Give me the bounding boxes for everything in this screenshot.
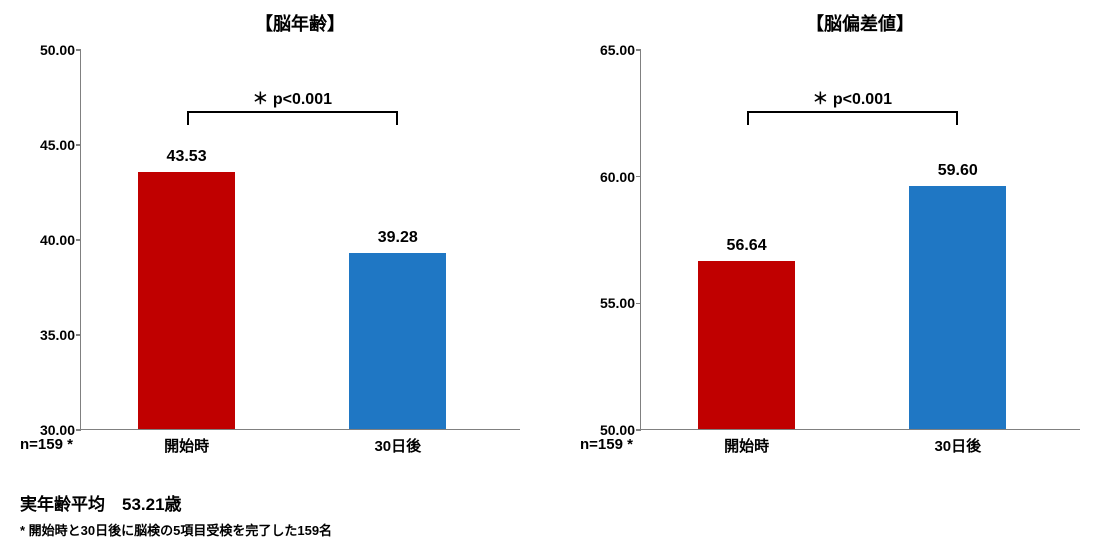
y-tick-mark [76, 49, 81, 51]
chart-title: 【脳偏差値】 [640, 10, 1080, 36]
bar: 39.28 [349, 253, 446, 429]
x-category-label: 開始時 [724, 429, 769, 456]
bar: 56.64 [698, 261, 795, 429]
y-tick-mark [76, 334, 81, 336]
footer-average-age: 実年齢平均 53.21歳 [20, 490, 182, 515]
y-tick-mark [76, 144, 81, 146]
bar-value-label: 59.60 [938, 162, 978, 186]
significance-bracket [187, 111, 398, 125]
y-tick-label: 60.00 [600, 169, 641, 185]
n-label: n=159 * [20, 436, 73, 453]
x-category-label: 開始時 [164, 429, 209, 456]
footer-note: * 開始時と30日後に脳検の5項目受検を完了した159名 [20, 520, 332, 539]
y-tick-mark [76, 429, 81, 431]
y-tick-mark [636, 303, 641, 305]
bar-value-label: 39.28 [378, 229, 418, 253]
y-tick-mark [636, 429, 641, 431]
significance-label: ＊ p<0.001 [252, 85, 332, 109]
x-category-label: 30日後 [374, 429, 421, 456]
y-tick-label: 40.00 [40, 232, 81, 248]
y-tick-label: 65.00 [600, 42, 641, 58]
bar-value-label: 56.64 [727, 237, 767, 261]
y-tick-label: 35.00 [40, 327, 81, 343]
bar: 59.60 [909, 186, 1006, 429]
bar: 43.53 [138, 172, 235, 429]
significance-label: ＊ p<0.001 [812, 85, 892, 109]
x-category-label: 30日後 [934, 429, 981, 456]
chart-title: 【脳年齢】 [80, 10, 520, 36]
bar-value-label: 43.53 [167, 148, 207, 172]
y-tick-label: 50.00 [40, 42, 81, 58]
y-tick-label: 55.00 [600, 295, 641, 311]
plot-area: 30.0035.0040.0045.0050.0043.53開始時39.2830… [80, 50, 520, 430]
y-tick-mark [76, 239, 81, 241]
y-tick-mark [636, 49, 641, 51]
n-label: n=159 * [580, 436, 633, 453]
y-tick-label: 45.00 [40, 137, 81, 153]
plot-area: 50.0055.0060.0065.0056.64開始時59.6030日後＊ p… [640, 50, 1080, 430]
chart-brain-age: 【脳年齢】 30.0035.0040.0045.0050.0043.53開始時3… [20, 0, 540, 470]
y-tick-mark [636, 176, 641, 178]
chart-brain-deviation: 【脳偏差値】 50.0055.0060.0065.0056.64開始時59.60… [580, 0, 1100, 470]
significance-bracket [747, 111, 958, 125]
